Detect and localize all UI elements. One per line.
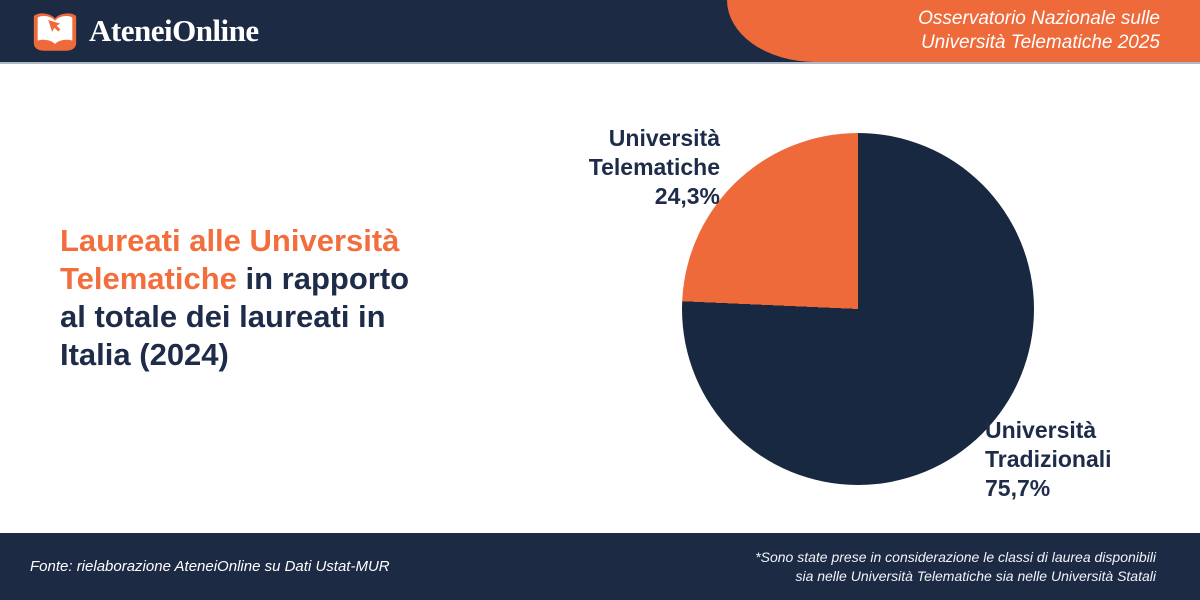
brand-name: AteneiOnline <box>89 13 259 48</box>
chart-title: Laureati alle Università Telematiche in r… <box>60 223 410 372</box>
methodology-note-line-2: sia nelle Università Telematiche sia nel… <box>795 567 1156 584</box>
open-book-logo-icon <box>33 12 77 51</box>
header-divider <box>0 62 1200 64</box>
header-bar: AteneiOnline Osservatorio Nazionale sull… <box>0 0 1200 62</box>
badge-line-2: Università Telematiche 2025 <box>920 32 1160 53</box>
slice-name-tradizionali: Università Tradizionali <box>985 417 1112 472</box>
pie-chart <box>682 133 1034 485</box>
slice-value-telematiche: 24,3% <box>654 183 720 209</box>
slice-label-telematiche: Università Telematiche 24,3% <box>550 124 720 211</box>
source-note: Fonte: rielaborazione AteneiOnline su Da… <box>30 558 390 575</box>
cursor-arrow-icon <box>48 19 61 32</box>
badge-line-1: Osservatorio Nazionale sulle <box>918 8 1160 29</box>
methodology-note-line-1: *Sono state prese in considerazione le c… <box>755 548 1156 565</box>
footer-bar: Fonte: rielaborazione AteneiOnline su Da… <box>0 533 1200 600</box>
observatory-badge: Osservatorio Nazionale sulle Università … <box>727 0 1200 62</box>
slice-name-telematiche: Università Telematiche <box>588 125 720 180</box>
slice-label-tradizionali: Università Tradizionali 75,7% <box>985 416 1170 503</box>
slice-value-tradizionali: 75,7% <box>985 475 1051 501</box>
brand: AteneiOnline <box>30 0 259 62</box>
methodology-note: *Sono state prese in considerazione le c… <box>755 548 1156 586</box>
